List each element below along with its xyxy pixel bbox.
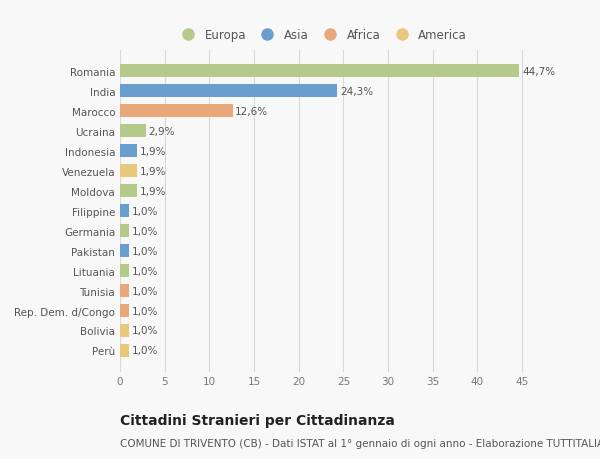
Text: 1,0%: 1,0% [131,266,158,276]
Text: 1,0%: 1,0% [131,246,158,256]
Text: 1,9%: 1,9% [140,186,166,196]
Text: 1,0%: 1,0% [131,286,158,296]
Text: Cittadini Stranieri per Cittadinanza: Cittadini Stranieri per Cittadinanza [120,413,395,427]
Bar [120,65,520,78]
Text: 1,0%: 1,0% [131,226,158,236]
Text: 44,7%: 44,7% [522,67,555,77]
Bar [120,304,129,317]
Bar [120,264,129,277]
Bar [120,285,129,297]
Bar [120,245,129,257]
Bar [120,145,137,158]
Text: 1,0%: 1,0% [131,346,158,356]
Text: COMUNE DI TRIVENTO (CB) - Dati ISTAT al 1° gennaio di ogni anno - Elaborazione T: COMUNE DI TRIVENTO (CB) - Dati ISTAT al … [120,438,600,448]
Bar [120,224,129,238]
Text: 1,0%: 1,0% [131,206,158,216]
Bar [120,325,129,337]
Text: 1,0%: 1,0% [131,306,158,316]
Bar [120,205,129,218]
Text: 12,6%: 12,6% [235,106,268,117]
Bar [120,165,137,178]
Text: 1,9%: 1,9% [140,146,166,157]
Bar [120,125,146,138]
Bar [120,105,233,118]
Bar [120,344,129,357]
Text: 2,9%: 2,9% [149,126,175,136]
Text: 1,0%: 1,0% [131,326,158,336]
Text: 24,3%: 24,3% [340,87,373,96]
Bar [120,185,137,198]
Legend: Europa, Asia, Africa, America: Europa, Asia, Africa, America [172,24,472,47]
Text: 1,9%: 1,9% [140,166,166,176]
Bar [120,85,337,98]
